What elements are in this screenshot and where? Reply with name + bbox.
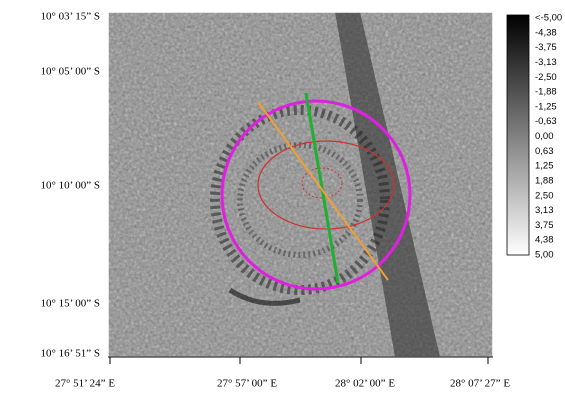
x-label: 28° 02’ 00” E — [335, 378, 395, 390]
x-label: 27° 51’ 24” E — [55, 378, 115, 390]
colorbar-label: <-5,00 — [535, 13, 562, 24]
colorbar-label: 5,00 — [535, 250, 554, 261]
y-label: 10° 10’ 00” S — [41, 180, 101, 192]
colorbar-label: -4,38 — [535, 27, 557, 38]
colorbar-label: 0,63 — [535, 146, 554, 157]
x-label: 28° 07’ 27” E — [450, 378, 510, 390]
y-label: 10° 15’ 00” S — [41, 298, 101, 310]
map-image — [108, 12, 493, 357]
colorbar-label: -1,25 — [535, 101, 557, 112]
colorbar-label: 2,50 — [535, 190, 554, 201]
colorbar-label: 0,00 — [535, 131, 554, 142]
colorbar-label: 1,88 — [535, 175, 554, 186]
colorbar: <-5,00 -4,38 -3,75 -3,13 -2,50 -1,88 -1,25 -0,6… — [507, 13, 562, 261]
y-label: 10° 03’ 15” S — [41, 11, 101, 23]
colorbar-label: 3,13 — [535, 205, 554, 216]
colorbar-ramp — [507, 15, 529, 255]
colorbar-label: 4,38 — [535, 235, 554, 246]
colorbar-label: 1,25 — [535, 161, 554, 172]
colorbar-label: -3,75 — [535, 42, 557, 53]
colorbar-label: -3,13 — [535, 57, 557, 68]
colorbar-label: -1,88 — [535, 87, 557, 98]
map-figure: 10° 03’ 15” S 10° 05’ 00” S 10° 10’ 00” S 1… — [0, 0, 565, 399]
colorbar-label: -0,63 — [535, 116, 557, 127]
colorbar-label: 3,75 — [535, 220, 554, 231]
y-label: 10° 16’ 51” S — [41, 348, 101, 360]
y-label: 10° 05’ 00” S — [41, 66, 101, 78]
colorbar-label: -2,50 — [535, 72, 557, 83]
x-label: 27° 57’ 00” E — [217, 378, 277, 390]
